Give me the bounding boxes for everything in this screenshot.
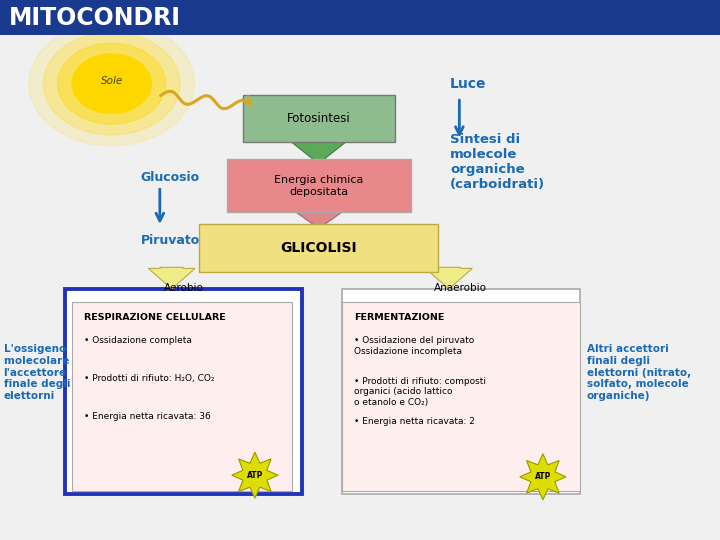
- Polygon shape: [520, 454, 566, 500]
- Polygon shape: [232, 452, 278, 498]
- Text: Sole: Sole: [101, 76, 122, 86]
- FancyBboxPatch shape: [342, 302, 580, 491]
- Text: GLICOLISI: GLICOLISI: [280, 241, 357, 255]
- Text: Fotosintesi: Fotosintesi: [287, 112, 351, 125]
- Text: • Prodotti di rifiuto: composti
organici (acido lattico
o etanolo e CO₂): • Prodotti di rifiuto: composti organici…: [354, 377, 486, 407]
- Circle shape: [58, 43, 166, 124]
- Circle shape: [43, 32, 180, 135]
- FancyBboxPatch shape: [199, 224, 438, 272]
- Circle shape: [29, 22, 194, 146]
- Text: L'ossigeno
molecolare e'
l'accettore
finale degli
elettorni: L'ossigeno molecolare e' l'accettore fin…: [4, 345, 83, 401]
- FancyBboxPatch shape: [227, 159, 411, 212]
- Text: FERMENTAZIONE: FERMENTAZIONE: [354, 313, 445, 322]
- Text: • Energia netta ricavata: 2: • Energia netta ricavata: 2: [354, 417, 475, 427]
- Polygon shape: [288, 138, 349, 164]
- Text: • Ossidazione completa: • Ossidazione completa: [84, 336, 192, 346]
- Text: Altri accettori
finali degli
elettorni (nitrato,
solfato, molecole
organiche): Altri accettori finali degli elettorni (…: [587, 345, 691, 401]
- Bar: [0, 0, 720, 35]
- Text: Sintesi di
molecole
organiche
(carboidrati): Sintesi di molecole organiche (carboidra…: [450, 133, 545, 191]
- Circle shape: [72, 54, 151, 113]
- Bar: [65, 289, 302, 494]
- Polygon shape: [426, 267, 472, 289]
- Text: Luce: Luce: [450, 77, 487, 91]
- FancyBboxPatch shape: [72, 302, 292, 491]
- FancyBboxPatch shape: [243, 94, 395, 142]
- Text: MITOCONDRI: MITOCONDRI: [9, 6, 181, 30]
- Text: Energia chimica
depositata: Energia chimica depositata: [274, 175, 364, 197]
- Text: RESPIRAZIONE CELLULARE: RESPIRAZIONE CELLULARE: [84, 313, 226, 322]
- Text: • Ossidazione del piruvato
Ossidazione incompleta: • Ossidazione del piruvato Ossidazione i…: [354, 336, 474, 356]
- Text: Anaerobio: Anaerobio: [434, 283, 487, 293]
- Polygon shape: [148, 267, 195, 289]
- Text: Glucosio: Glucosio: [140, 171, 199, 184]
- Text: ATP: ATP: [535, 472, 551, 481]
- Bar: [342, 289, 580, 494]
- Text: • Energia netta ricavata: 36: • Energia netta ricavata: 36: [84, 412, 211, 421]
- Polygon shape: [288, 207, 350, 228]
- Text: Aerobio: Aerobio: [163, 283, 204, 293]
- Text: ATP: ATP: [247, 471, 263, 480]
- Text: Piruvato: Piruvato: [140, 234, 199, 247]
- Text: • Prodotti di rifiuto: H₂O, CO₂: • Prodotti di rifiuto: H₂O, CO₂: [84, 374, 215, 383]
